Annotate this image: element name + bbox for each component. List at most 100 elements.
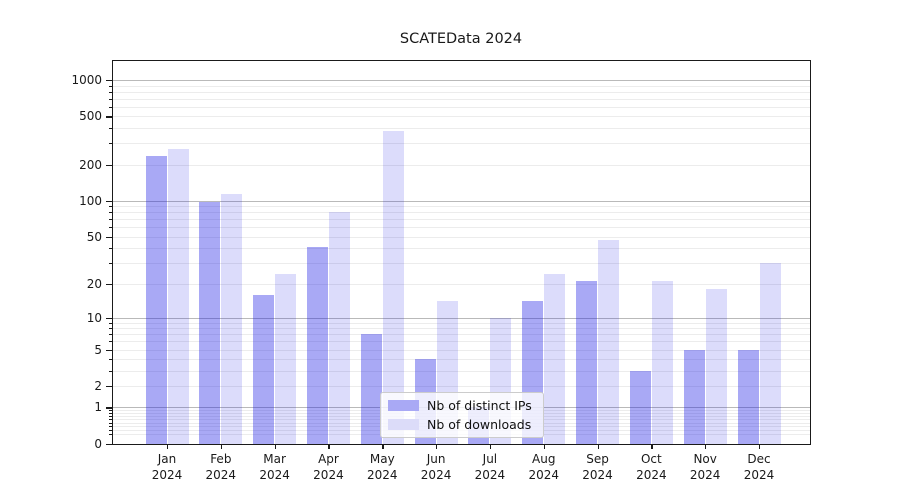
y-minor-tick-mark: [108, 419, 112, 421]
chart-title: SCATEData 2024: [399, 31, 523, 47]
bar-downloads-nov: [705, 288, 727, 444]
bar-distinct-ips-apr: [306, 247, 328, 444]
y-minor-tick-mark: [108, 85, 112, 87]
y-tick-label: 5: [94, 342, 102, 357]
gridline-minor: [112, 359, 810, 361]
gridline-minor: [112, 322, 810, 324]
gridline-major: [112, 80, 810, 81]
y-minor-tick-mark: [108, 248, 112, 250]
legend-label-downloads: Nb of downloads: [427, 417, 532, 432]
x-tick-label: Mar 2024: [259, 452, 290, 482]
bar-distinct-ips-nov: [683, 349, 705, 444]
bar-downloads-mar: [275, 274, 297, 444]
y-minor-tick-mark: [108, 422, 112, 424]
x-tick-label: Dec 2024: [743, 452, 775, 482]
x-tick-mark: [651, 444, 653, 449]
y-minor-tick-mark: [108, 341, 112, 343]
y-tick-mark: [106, 407, 112, 409]
x-tick-label: Sep 2024: [582, 452, 613, 482]
y-tick-label: 20: [86, 276, 102, 291]
y-minor-tick-mark: [108, 430, 112, 432]
x-tick-label: Nov 2024: [689, 452, 721, 482]
y-minor-tick-mark: [108, 106, 112, 108]
x-tick-mark: [705, 444, 707, 449]
y-tick-mark: [106, 386, 112, 388]
bar-distinct-ips-oct: [629, 370, 651, 444]
gridline-minor: [112, 236, 810, 238]
bar-downloads-jan: [167, 148, 189, 444]
gridline-minor: [112, 85, 810, 87]
bar-downloads-apr: [328, 212, 350, 444]
gridline-minor: [112, 227, 810, 229]
bar-distinct-ips-dec: [737, 349, 759, 444]
x-tick-mark: [759, 444, 761, 449]
y-minor-tick-mark: [108, 426, 112, 428]
legend-swatch-distinct-ips: [388, 400, 419, 411]
bar-distinct-ips-mar: [253, 294, 275, 444]
gridline-minor: [112, 116, 810, 118]
bar-distinct-ips-jan: [145, 156, 167, 444]
x-tick-label: Jun 2024: [420, 452, 452, 482]
y-tick-label: 1: [94, 400, 102, 415]
y-tick-mark: [106, 236, 112, 239]
y-minor-tick-mark: [108, 413, 112, 415]
y-tick-label: 1000: [71, 73, 102, 87]
y-tick-mark: [106, 164, 112, 166]
gridline-minor: [112, 164, 810, 166]
x-tick-mark: [328, 444, 330, 449]
x-tick-mark: [436, 444, 438, 449]
bar-distinct-ips-may: [360, 334, 382, 444]
y-tick-label: 500: [79, 109, 102, 124]
gridline-minor: [112, 248, 810, 250]
gridline-major: [112, 200, 810, 202]
gridline-minor: [112, 106, 810, 108]
y-tick-label: 10: [86, 310, 102, 325]
y-tick-mark: [106, 349, 112, 351]
x-tick-label: Jul 2024: [474, 452, 506, 482]
x-tick-label: May 2024: [366, 452, 398, 482]
y-tick-mark: [106, 444, 112, 446]
y-tick-label: 2: [94, 379, 102, 394]
gridline-minor: [112, 334, 810, 336]
gridline-minor: [112, 219, 810, 221]
gridline-minor: [112, 328, 810, 330]
x-tick-mark: [220, 444, 223, 449]
gridline-minor: [112, 212, 810, 214]
y-minor-tick-mark: [108, 370, 112, 372]
x-tick-mark: [543, 444, 546, 449]
x-tick-mark: [167, 444, 169, 449]
gridline-minor: [112, 386, 810, 388]
y-minor-tick-mark: [108, 219, 112, 221]
axis-spine-left: [112, 60, 114, 445]
legend-label-distinct-ips: Nb of distinct IPs: [427, 398, 532, 413]
axis-spine-top: [112, 60, 811, 62]
axis-spine-right: [810, 60, 812, 445]
y-tick-mark: [106, 317, 112, 319]
y-minor-tick-mark: [108, 227, 112, 229]
y-minor-tick-mark: [108, 334, 112, 336]
y-minor-tick-mark: [108, 434, 112, 436]
axis-spine-bottom: [112, 444, 811, 446]
y-minor-tick-mark: [108, 91, 112, 93]
bar-downloads-dec: [759, 263, 781, 444]
x-tick-label: Jan 2024: [151, 452, 183, 482]
x-tick-label: Apr 2024: [313, 452, 344, 482]
gridline-minor: [112, 370, 810, 372]
gridline-minor: [112, 143, 810, 145]
bar-downloads-feb: [221, 193, 243, 444]
gridline-minor: [112, 91, 810, 93]
y-minor-tick-mark: [108, 143, 112, 145]
y-tick-label: 50: [86, 229, 102, 244]
bar-downloads-may: [382, 130, 404, 444]
y-tick-label: 100: [79, 193, 102, 208]
x-tick-label: Oct 2024: [636, 452, 667, 482]
y-tick-label: 0: [94, 437, 102, 451]
gridline-minor: [112, 283, 810, 285]
gridline-minor: [112, 206, 810, 208]
y-minor-tick-mark: [108, 128, 112, 130]
y-minor-tick-mark: [108, 263, 112, 265]
legend-swatch-downloads: [388, 419, 419, 430]
y-minor-tick-mark: [108, 328, 112, 330]
y-minor-tick-mark: [108, 359, 112, 361]
